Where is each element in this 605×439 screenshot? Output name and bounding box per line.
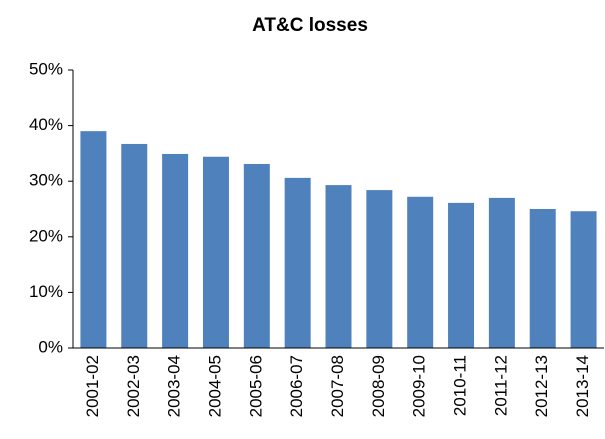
y-tick-label: 50% — [29, 59, 63, 78]
x-tick-label: 2004-05 — [205, 355, 224, 417]
x-tick-label: 2010-11 — [451, 355, 470, 416]
bar — [80, 131, 107, 348]
y-tick-label: 40% — [29, 115, 63, 134]
x-tick-label: 2007-08 — [328, 355, 347, 417]
x-tick-label: 2005-06 — [246, 355, 265, 417]
x-tick-label: 2013-14 — [573, 355, 592, 417]
x-tick-label: 2011-12 — [491, 355, 510, 416]
x-tick-label: 2012-13 — [532, 355, 551, 417]
bar — [366, 190, 393, 348]
bar — [448, 202, 475, 348]
bar — [407, 196, 434, 348]
x-tick-label: 2006-07 — [287, 355, 306, 417]
bar — [202, 156, 229, 348]
chart-title: AT&C losses — [252, 15, 368, 36]
x-tick-label: 2001-02 — [83, 355, 102, 417]
bar — [162, 153, 189, 348]
bar — [243, 163, 270, 348]
y-tick-label: 0% — [38, 337, 63, 356]
y-tick-label: 10% — [29, 282, 63, 301]
x-tick-label: 2003-04 — [165, 355, 184, 417]
bar — [284, 177, 311, 348]
bar — [488, 197, 515, 348]
x-tick-label: 2009-10 — [410, 355, 429, 417]
x-tick-label: 2002-03 — [124, 355, 143, 417]
bar — [121, 143, 148, 348]
bar — [570, 211, 597, 348]
y-tick-label: 20% — [29, 226, 63, 245]
x-tick-label: 2008-09 — [369, 355, 388, 417]
y-tick-label: 30% — [29, 171, 63, 190]
bar — [529, 209, 556, 348]
bar — [325, 185, 352, 348]
